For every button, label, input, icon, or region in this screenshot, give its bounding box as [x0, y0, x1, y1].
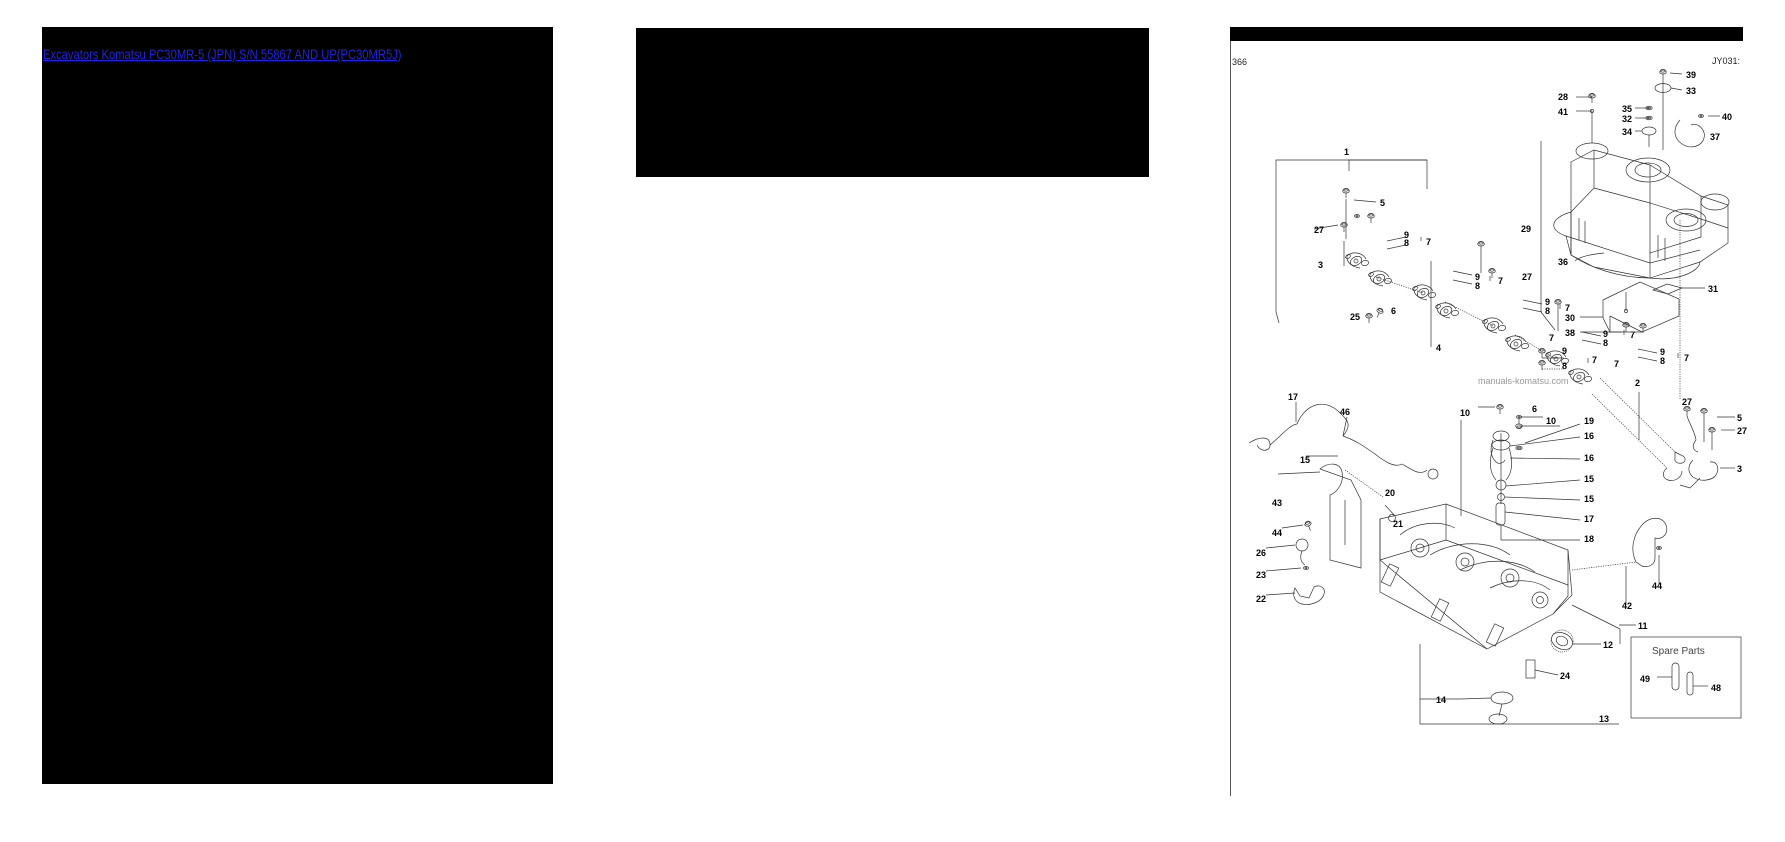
svg-text:8: 8 [1404, 238, 1409, 248]
svg-text:22: 22 [1256, 594, 1266, 604]
svg-text:10: 10 [1546, 416, 1556, 426]
svg-text:48: 48 [1711, 683, 1721, 693]
svg-text:6: 6 [1391, 306, 1396, 316]
svg-text:17: 17 [1584, 514, 1594, 524]
svg-text:10: 10 [1460, 408, 1470, 418]
svg-text:1: 1 [1344, 147, 1349, 157]
svg-text:15: 15 [1584, 474, 1594, 484]
svg-text:30: 30 [1565, 313, 1575, 323]
svg-text:7: 7 [1630, 330, 1635, 340]
svg-text:26: 26 [1256, 548, 1266, 558]
svg-text:6: 6 [1532, 404, 1537, 414]
svg-text:7: 7 [1614, 359, 1619, 369]
svg-text:32: 32 [1622, 114, 1632, 124]
svg-text:34: 34 [1622, 127, 1632, 137]
svg-text:8: 8 [1660, 356, 1665, 366]
svg-text:20: 20 [1385, 488, 1395, 498]
svg-text:25: 25 [1350, 312, 1360, 322]
svg-text:36: 36 [1558, 257, 1568, 267]
svg-text:12: 12 [1603, 640, 1613, 650]
svg-text:9: 9 [1562, 346, 1567, 356]
svg-text:2: 2 [1635, 378, 1640, 388]
svg-text:18: 18 [1584, 534, 1594, 544]
svg-text:7: 7 [1498, 276, 1503, 286]
svg-text:16: 16 [1584, 431, 1594, 441]
svg-text:Spare Parts: Spare Parts [1652, 646, 1705, 657]
svg-text:3: 3 [1737, 464, 1742, 474]
svg-text:21: 21 [1393, 519, 1403, 529]
svg-text:28: 28 [1558, 92, 1568, 102]
svg-text:8: 8 [1475, 281, 1480, 291]
svg-text:5: 5 [1380, 198, 1385, 208]
svg-text:7: 7 [1426, 237, 1431, 247]
svg-text:42: 42 [1622, 601, 1632, 611]
svg-text:27: 27 [1737, 426, 1747, 436]
svg-text:24: 24 [1560, 671, 1570, 681]
svg-text:7: 7 [1684, 353, 1689, 363]
svg-text:13: 13 [1599, 714, 1609, 724]
svg-text:33: 33 [1686, 86, 1696, 96]
svg-text:5: 5 [1737, 413, 1742, 423]
svg-text:44: 44 [1272, 528, 1282, 538]
svg-text:8: 8 [1545, 306, 1550, 316]
svg-text:39: 39 [1686, 70, 1696, 80]
svg-text:19: 19 [1584, 416, 1594, 426]
svg-text:7: 7 [1565, 303, 1570, 313]
svg-text:46: 46 [1340, 407, 1350, 417]
svg-text:38: 38 [1565, 328, 1575, 338]
svg-text:14: 14 [1436, 695, 1446, 705]
svg-text:27: 27 [1522, 272, 1532, 282]
svg-text:11: 11 [1638, 621, 1648, 631]
svg-text:43: 43 [1272, 498, 1282, 508]
svg-text:35: 35 [1622, 104, 1632, 114]
svg-text:17: 17 [1288, 392, 1298, 402]
svg-text:29: 29 [1521, 224, 1531, 234]
svg-text:23: 23 [1256, 570, 1266, 580]
svg-text:15: 15 [1584, 494, 1594, 504]
svg-text:41: 41 [1558, 107, 1568, 117]
svg-text:44: 44 [1652, 581, 1662, 591]
svg-text:40: 40 [1722, 112, 1732, 122]
svg-text:8: 8 [1562, 361, 1567, 371]
svg-text:15: 15 [1300, 455, 1310, 465]
svg-text:3: 3 [1318, 260, 1323, 270]
svg-text:7: 7 [1549, 333, 1554, 343]
svg-text:7: 7 [1592, 355, 1597, 365]
svg-text:16: 16 [1584, 453, 1594, 463]
svg-text:37: 37 [1710, 132, 1720, 142]
svg-text:27: 27 [1314, 225, 1324, 235]
svg-text:8: 8 [1603, 338, 1608, 348]
svg-text:27: 27 [1682, 397, 1692, 407]
svg-text:4: 4 [1436, 343, 1441, 353]
svg-text:49: 49 [1640, 674, 1650, 684]
svg-text:31: 31 [1708, 284, 1718, 294]
